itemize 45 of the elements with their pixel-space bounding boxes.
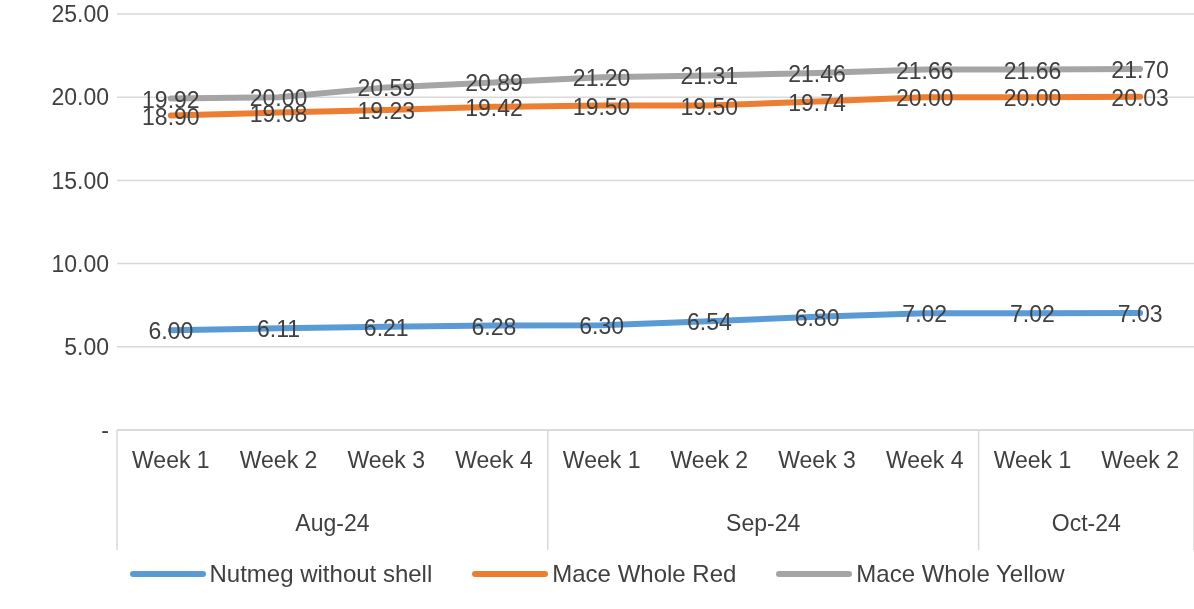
data-label: 19.42 — [465, 94, 523, 121]
legend-label: Nutmeg without shell — [209, 560, 433, 588]
x-tick-label: Week 3 — [778, 447, 856, 473]
y-tick-label: 20.00 — [51, 84, 109, 111]
x-tick-label: Week 2 — [670, 447, 749, 473]
y-tick-label: 25.00 — [51, 1, 109, 28]
data-label: 19.50 — [572, 93, 631, 120]
data-label: 21.20 — [572, 65, 631, 92]
data-label: 21.66 — [1003, 57, 1062, 84]
data-label: 20.00 — [1003, 85, 1062, 112]
x-tick-label: Week 2 — [1101, 447, 1179, 473]
x-tick-label: Week 1 — [562, 447, 641, 473]
x-tick-label: Week 1 — [132, 447, 210, 473]
data-label: 6.30 — [579, 313, 625, 340]
x-tick-label: Week 3 — [347, 447, 426, 473]
data-label: 20.89 — [465, 70, 523, 97]
text: Oct-24 — [1051, 510, 1122, 536]
text: Sep-24 — [726, 510, 801, 536]
data-label: 20.03 — [1111, 84, 1169, 111]
data-label: 6.00 — [148, 318, 194, 345]
data-label: 6.28 — [471, 313, 517, 340]
y-tick-label: 5.00 — [64, 333, 109, 360]
data-label: 6.80 — [794, 304, 840, 331]
data-label: 7.02 — [902, 301, 948, 328]
y-tick-label: - — [101, 417, 109, 444]
data-label: 19.74 — [788, 89, 847, 116]
x-tick-label: Week 2 — [239, 447, 318, 473]
data-label: 7.03 — [1117, 301, 1163, 328]
data-label: 21.31 — [680, 63, 739, 90]
data-label: 20.00 — [895, 85, 954, 112]
x-tick-label: Week 4 — [455, 447, 533, 473]
data-label: 6.54 — [686, 309, 732, 336]
x-tick-label: Week 4 — [885, 447, 964, 473]
data-label: 6.11 — [257, 316, 301, 343]
data-label: 7.02 — [1010, 301, 1055, 328]
data-label: 21.70 — [1111, 56, 1169, 83]
legend-label: Mace Whole Yellow — [856, 560, 1065, 588]
x-tick-label: Week 1 — [993, 447, 1072, 473]
y-tick-label: 15.00 — [51, 167, 109, 194]
data-label: 19.50 — [680, 93, 739, 120]
text: Aug-24 — [295, 510, 370, 536]
y-tick-label: 10.00 — [51, 250, 109, 277]
legend-label: Mace Whole Red — [552, 560, 737, 588]
data-label: 21.46 — [788, 60, 846, 87]
data-label: 21.66 — [895, 57, 954, 84]
